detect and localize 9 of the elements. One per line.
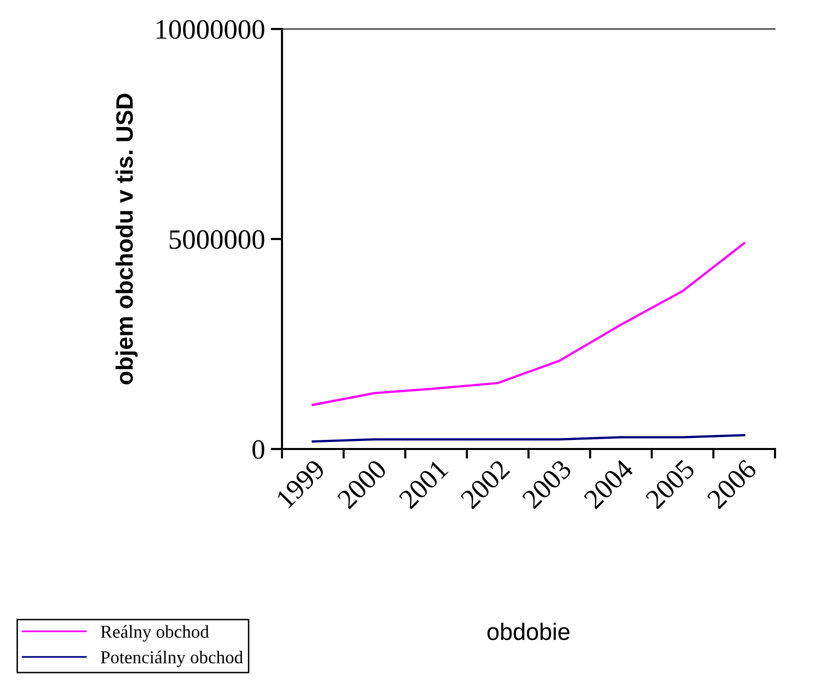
line-series (312, 434, 746, 443)
y-tick-label: 5000000 (170, 230, 264, 249)
legend-label: Potenciálny obchod (100, 650, 243, 668)
y-tick-label: 0 (252, 440, 264, 459)
line-series (312, 242, 746, 406)
x-axis-title: obdobie (487, 622, 570, 640)
y-tick-label: 10000000 (156, 20, 264, 39)
legend-label: Reálny obchod (100, 625, 209, 642)
y-axis-title: objem obchodu v tis. USD (116, 94, 138, 384)
